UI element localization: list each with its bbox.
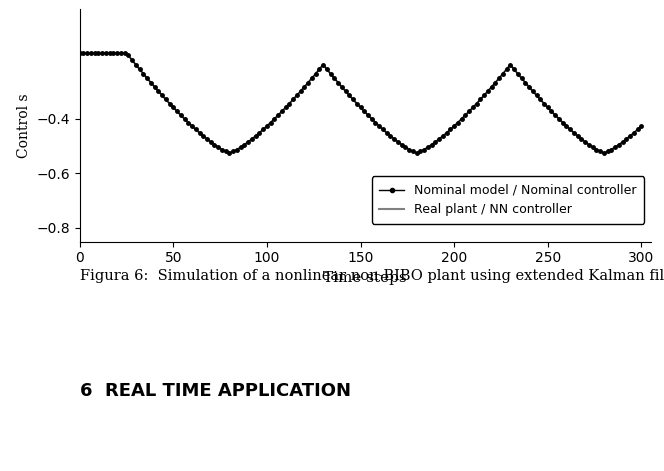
Text: 6  REAL TIME APPLICATION: 6 REAL TIME APPLICATION bbox=[80, 382, 351, 400]
X-axis label: Time steps: Time steps bbox=[323, 271, 407, 285]
Y-axis label: Control s: Control s bbox=[17, 93, 31, 158]
Legend: Nominal model / Nominal controller, Real plant / NN controller: Nominal model / Nominal controller, Real… bbox=[372, 177, 645, 224]
Text: Figura 6:  Simulation of a nonlinear non-BIBO plant using extended Kalman filter: Figura 6: Simulation of a nonlinear non-… bbox=[80, 269, 664, 284]
